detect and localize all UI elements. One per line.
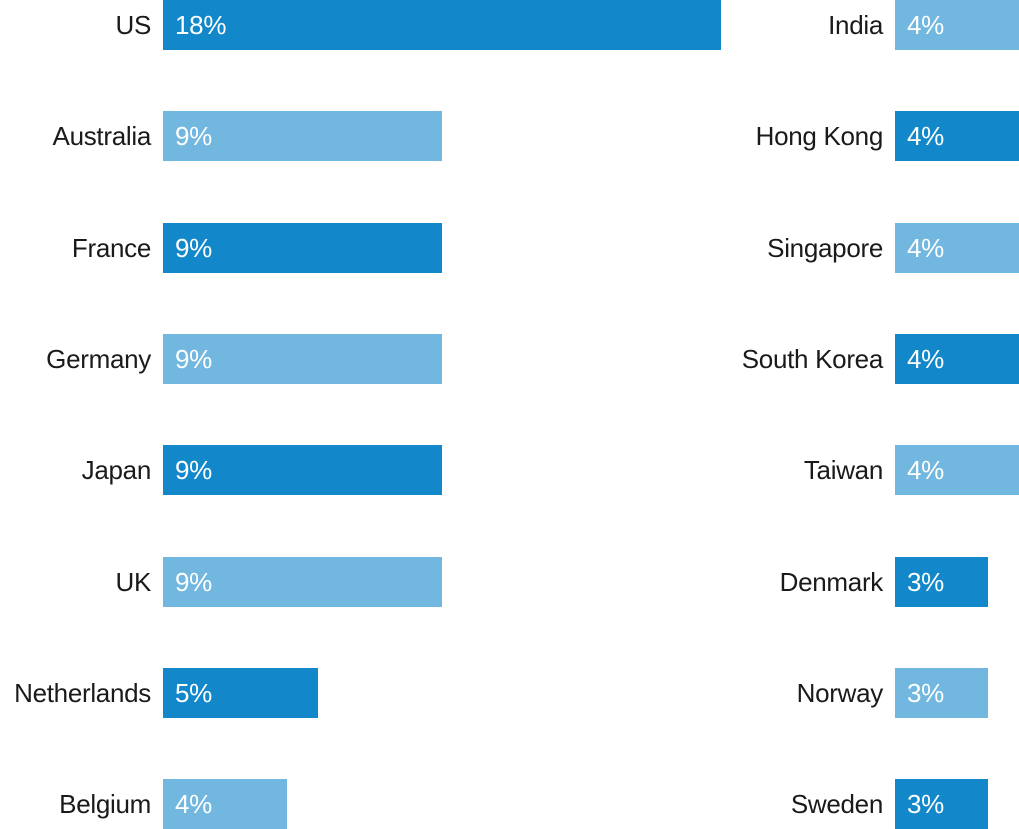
value-label-sweden: 3% [907,789,944,819]
bar-norway [895,668,988,718]
bar-australia [163,111,442,161]
bar-belgium [163,779,287,829]
bar-hong-kong [895,111,1019,161]
category-label-taiwan: Taiwan [803,455,883,485]
bar-germany [163,334,442,384]
bar-us [163,0,721,50]
value-label-france: 9% [175,233,212,263]
value-label-india: 4% [907,10,944,40]
value-label-taiwan: 4% [907,455,944,485]
bar-sweden [895,779,988,829]
value-label-uk: 9% [175,567,212,597]
bar-uk [163,557,442,607]
category-label-australia: Australia [52,121,152,151]
category-label-india: India [828,10,883,40]
value-label-belgium: 4% [175,789,212,819]
bar-south-korea [895,334,1019,384]
value-label-australia: 9% [175,121,212,151]
category-label-uk: UK [115,567,151,597]
bar-japan [163,445,442,495]
value-label-hong-kong: 4% [907,121,944,151]
value-label-netherlands: 5% [175,678,212,708]
value-label-japan: 9% [175,455,212,485]
category-label-sweden: Sweden [790,789,883,819]
category-label-south-korea: South Korea [741,344,884,374]
bar-india [895,0,1019,50]
bar-singapore [895,223,1019,273]
bar-denmark [895,557,988,607]
category-label-netherlands: Netherlands [14,678,151,708]
bar-taiwan [895,445,1019,495]
category-label-germany: Germany [46,344,151,374]
value-label-south-korea: 4% [907,344,944,374]
bar-france [163,223,442,273]
value-label-us: 18% [175,10,227,40]
category-label-france: France [71,233,151,263]
category-label-singapore: Singapore [767,233,883,263]
bar-netherlands [163,668,318,718]
category-label-denmark: Denmark [779,567,884,597]
category-label-hong-kong: Hong Kong [755,121,884,151]
category-label-japan: Japan [81,455,152,485]
category-label-belgium: Belgium [59,789,151,819]
value-label-denmark: 3% [907,567,944,597]
value-label-germany: 9% [175,344,212,374]
category-label-us: US [115,10,151,40]
value-label-norway: 3% [907,678,944,708]
value-label-singapore: 4% [907,233,944,263]
category-label-norway: Norway [796,678,884,708]
